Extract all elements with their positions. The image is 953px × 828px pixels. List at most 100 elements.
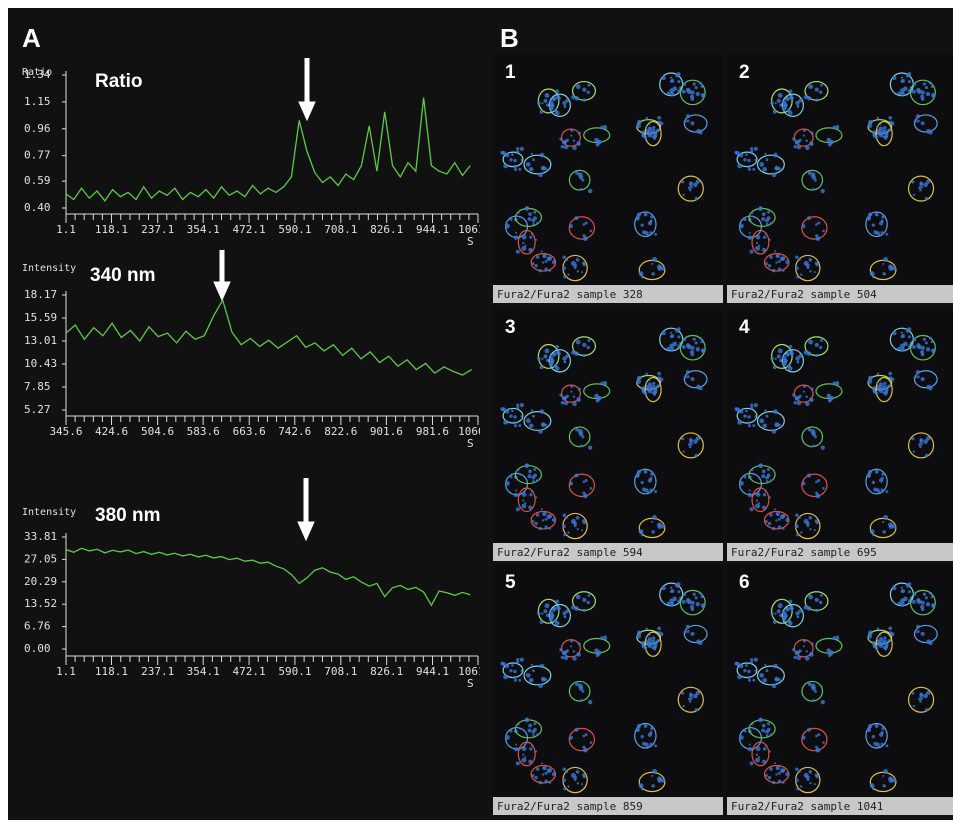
signal-dot (869, 529, 875, 535)
signal-dot (882, 384, 887, 390)
signal-dot (656, 128, 660, 132)
signal-dot (690, 442, 693, 446)
signal-dot (879, 478, 884, 483)
signal-dot (560, 145, 565, 149)
signal-dot (747, 421, 751, 425)
signal-dot (890, 632, 895, 637)
signal-dot (777, 517, 781, 521)
signal-dot (690, 345, 695, 350)
signal-dot (835, 635, 839, 639)
signal-dot (587, 339, 591, 342)
cell-image: 6 Fura2/Fura2 sample 1041 (727, 565, 953, 815)
signal-dot (916, 629, 920, 633)
signal-dot (532, 734, 535, 737)
signal-dot (642, 741, 646, 746)
signal-dot (640, 735, 644, 739)
signal-dot (534, 521, 538, 526)
signal-dot (922, 592, 927, 596)
signal-dot (689, 693, 693, 697)
signal-dot (819, 600, 823, 605)
signal-dot (734, 150, 739, 155)
signal-dot (654, 744, 658, 748)
cell-image: 1 Fura2/Fura2 sample 328 (493, 55, 723, 303)
signal-dot (802, 384, 807, 388)
signal-dot (504, 480, 510, 486)
cell-outline (548, 349, 571, 373)
signal-dot (755, 757, 761, 763)
signal-dot (771, 526, 776, 531)
cell-outline (909, 589, 936, 616)
signal-dot (551, 771, 557, 777)
signal-dot (923, 182, 928, 188)
signal-dot (521, 234, 527, 240)
signal-dot (640, 223, 644, 227)
signal-dot (651, 384, 656, 390)
signal-dot (788, 366, 793, 371)
cell-outline (869, 517, 897, 539)
signal-dot (659, 632, 664, 637)
signal-dot (911, 691, 915, 695)
signal-dot (747, 164, 751, 169)
signal-dot (777, 92, 783, 98)
signal-dot (774, 762, 777, 765)
signal-dot (574, 351, 579, 356)
signal-dot (876, 372, 880, 376)
signal-dot (872, 533, 875, 537)
signal-dot (682, 704, 685, 708)
signal-dot (795, 356, 800, 361)
signal-dot (694, 196, 699, 201)
signal-dot (806, 606, 812, 611)
signal-dot (580, 271, 584, 274)
cell-outline (677, 175, 704, 202)
signal-dot (820, 593, 823, 597)
signal-dot (652, 769, 658, 774)
signal-dot (867, 633, 873, 639)
signal-dot (643, 391, 648, 395)
signal-dot (533, 468, 537, 472)
signal-dot (541, 612, 544, 615)
signal-dot (544, 167, 548, 171)
signal-dot (565, 354, 570, 359)
signal-dot (651, 520, 654, 523)
signal-dot (573, 521, 578, 526)
signal-dot (814, 597, 819, 602)
signal-dot (548, 514, 553, 519)
signal-dot (529, 747, 533, 751)
cell-outline (913, 114, 938, 133)
signal-dot (681, 437, 685, 441)
signal-dot (548, 269, 552, 272)
signal-dot (792, 648, 796, 652)
signal-dot (645, 116, 648, 120)
signal-dot (647, 732, 653, 737)
signal-dot (810, 387, 814, 391)
x-tick-label: 1060.6 (458, 425, 498, 438)
signal-dot (920, 631, 925, 636)
signal-dot (586, 600, 590, 605)
signal-dot (521, 746, 527, 752)
signal-dot (579, 699, 583, 702)
signal-dot (532, 158, 535, 162)
signal-dot (571, 350, 576, 355)
signal-dot (516, 147, 520, 151)
signal-dot (528, 212, 532, 217)
signal-dot (647, 637, 653, 642)
signal-dot (686, 629, 690, 633)
signal-dot (528, 469, 532, 474)
signal-dot (521, 757, 527, 763)
signal-dot (874, 135, 879, 139)
image-caption: Fura2/Fura2 sample 859 (497, 800, 643, 813)
signal-dot (651, 135, 655, 139)
signal-dot (872, 644, 876, 648)
signal-dot (551, 517, 557, 523)
signal-dot (651, 774, 654, 777)
signal-dot (802, 390, 806, 393)
signal-dot (651, 391, 655, 395)
signal-dot (813, 689, 817, 693)
signal-dot (548, 105, 554, 111)
cell-image: 5 Fura2/Fura2 sample 859 (493, 565, 723, 815)
signal-dot (810, 172, 816, 178)
signal-dot (878, 382, 884, 387)
signal-dot (700, 85, 704, 88)
signal-dot (872, 388, 875, 391)
signal-dot (781, 514, 786, 519)
